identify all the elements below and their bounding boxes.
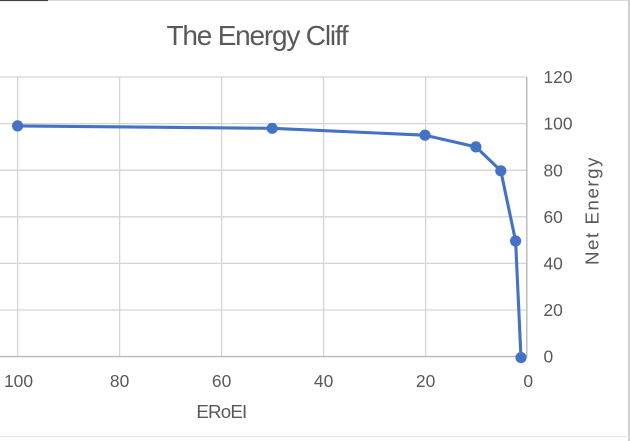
svg-text:0: 0 — [544, 347, 554, 367]
svg-text:80: 80 — [110, 371, 129, 391]
svg-text:100: 100 — [544, 114, 573, 134]
svg-text:20: 20 — [416, 371, 435, 391]
svg-text:ERoEI: ERoEI — [196, 401, 246, 422]
svg-text:Net Energy: Net Energy — [582, 156, 603, 265]
svg-text:60: 60 — [212, 371, 231, 391]
svg-text:60: 60 — [544, 207, 563, 227]
svg-text:The Energy Cliff: The Energy Cliff — [166, 20, 348, 51]
svg-text:40: 40 — [544, 254, 563, 274]
svg-text:40: 40 — [314, 371, 333, 391]
svg-text:100: 100 — [4, 371, 33, 391]
svg-text:120: 120 — [544, 67, 573, 87]
svg-text:20: 20 — [544, 300, 563, 320]
svg-text:80: 80 — [544, 160, 563, 180]
svg-text:0: 0 — [523, 371, 533, 391]
